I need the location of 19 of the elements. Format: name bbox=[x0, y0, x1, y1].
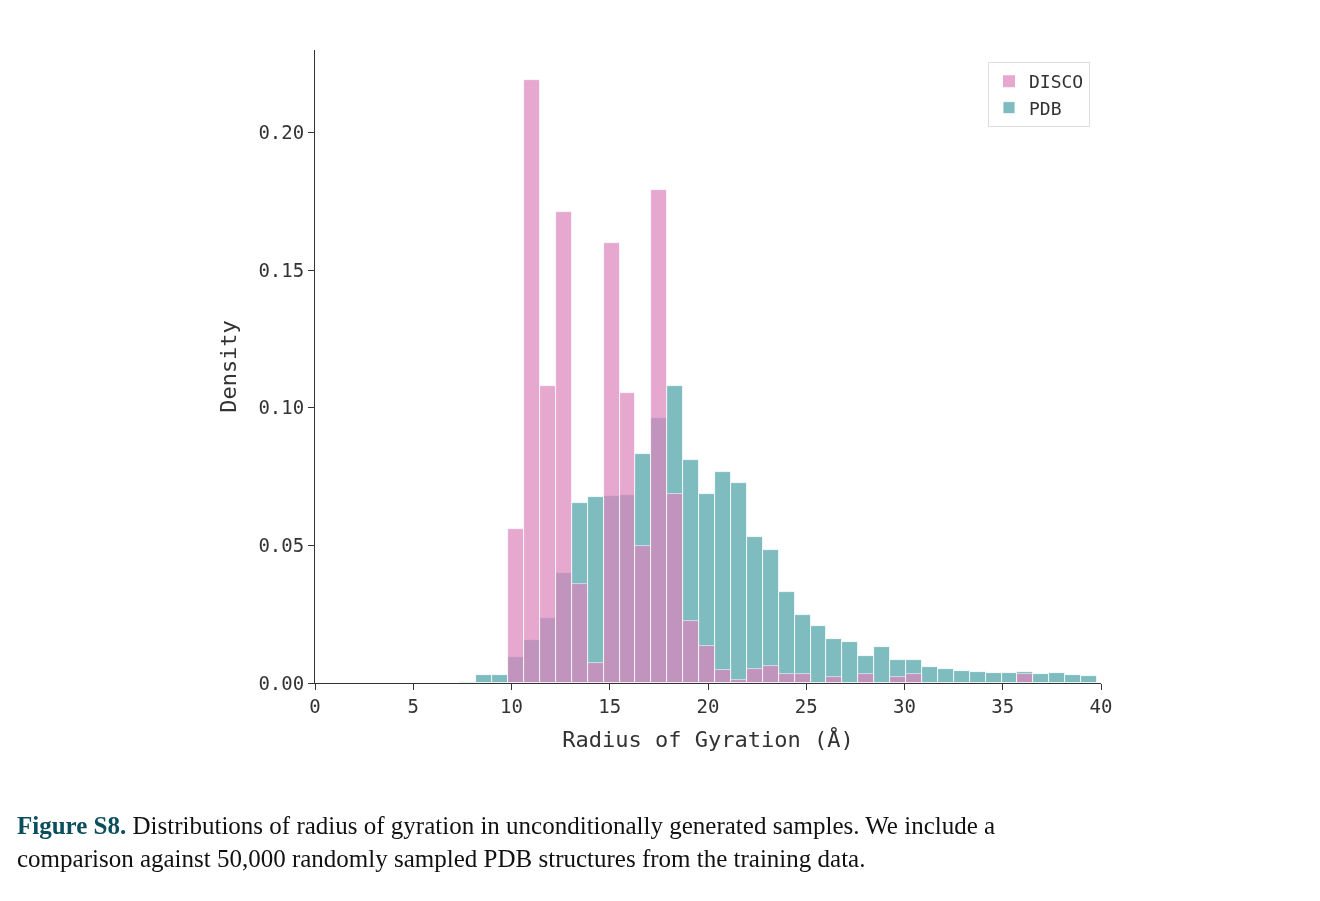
x-tick-label: 25 bbox=[794, 694, 818, 717]
legend-label: DISCO bbox=[1029, 71, 1084, 93]
x-tick-label: 30 bbox=[893, 694, 916, 717]
legend-label: PDB bbox=[1029, 97, 1062, 119]
x-tick-label: 15 bbox=[598, 694, 622, 717]
x-tick-label: 35 bbox=[991, 694, 1015, 717]
y-tick-label: 0.00 bbox=[258, 671, 305, 694]
x-tick-label: 0 bbox=[309, 694, 321, 717]
x-tick-label: 40 bbox=[1089, 694, 1113, 717]
x-tick-label: 20 bbox=[696, 694, 720, 717]
x-tick-label: 10 bbox=[500, 694, 523, 717]
caption: Figure S8. Distributions of radius of gyration in unconditionally generated samples. We include a comparison against 50,000 randomly sampled PDB structures from the training data. bbox=[17, 812, 996, 872]
y-tick-label: 0.10 bbox=[258, 396, 305, 419]
y-axis-title: Density bbox=[216, 320, 242, 413]
y-tick-label: 0.15 bbox=[258, 258, 305, 281]
x-tick-label: 5 bbox=[407, 694, 419, 717]
y-tick-label: 0.20 bbox=[258, 121, 305, 144]
x-axis-title: Radius of Gyration (Å) bbox=[562, 725, 854, 752]
y-tick-label: 0.05 bbox=[258, 534, 305, 557]
